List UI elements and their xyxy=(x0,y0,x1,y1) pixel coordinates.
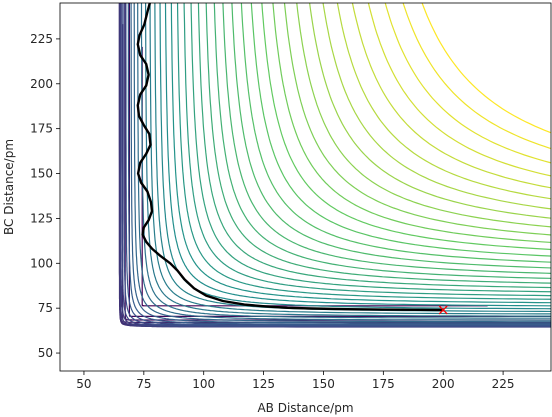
contour-line xyxy=(130,3,551,324)
contour-line xyxy=(159,3,551,310)
contour-line xyxy=(250,3,551,257)
contour-line xyxy=(164,3,551,307)
contour-line xyxy=(128,3,551,317)
contour-line xyxy=(283,3,551,236)
trajectory-line xyxy=(136,3,445,312)
y-tick-label: 200 xyxy=(30,77,53,91)
contour-line xyxy=(145,3,551,317)
plot-frame xyxy=(59,2,552,372)
contour-line xyxy=(351,3,551,189)
contour-line xyxy=(183,3,551,297)
contour-line xyxy=(240,3,551,263)
contour-line xyxy=(261,3,551,251)
x-tick-label: 200 xyxy=(432,377,455,391)
x-tick-label: 50 xyxy=(76,377,91,391)
contour-line xyxy=(176,3,551,300)
contour-lines xyxy=(118,3,551,328)
contour-line xyxy=(127,3,551,325)
x-axis-ticks: 50 75 100 125 150 175 200 225 xyxy=(76,371,515,391)
contour-line xyxy=(222,3,551,274)
contour-line xyxy=(125,3,551,326)
end-point-marker xyxy=(438,305,448,315)
contour-line xyxy=(141,46,488,307)
x-tick-label: 175 xyxy=(372,377,395,391)
contour-line xyxy=(309,3,551,219)
contour-line xyxy=(231,3,551,269)
contour-line xyxy=(190,3,551,293)
x-tick-label: 100 xyxy=(192,377,215,391)
contour-line xyxy=(120,3,551,325)
contour-line xyxy=(367,3,551,177)
y-tick-label: 150 xyxy=(30,167,53,181)
contour-line xyxy=(322,3,551,210)
contour-line xyxy=(213,3,551,279)
y-axis-ticks: 50 75 100 125 150 175 200 225 xyxy=(30,32,60,360)
x-tick-label: 75 xyxy=(136,377,151,391)
contour-line xyxy=(170,3,551,304)
y-tick-label: 75 xyxy=(38,301,53,315)
contour-line xyxy=(149,3,551,315)
contour-line xyxy=(421,3,551,134)
contour-line xyxy=(296,3,551,228)
contour-line xyxy=(272,3,551,244)
y-tick-label: 100 xyxy=(30,256,53,270)
x-axis-label: AB Distance/pm xyxy=(257,401,353,415)
y-tick-label: 50 xyxy=(38,346,53,360)
y-tick-label: 225 xyxy=(30,32,53,46)
x-tick-label: 225 xyxy=(492,377,515,391)
contour-line xyxy=(336,3,551,200)
contour-line xyxy=(384,3,551,164)
contour-line xyxy=(205,3,551,284)
y-tick-label: 175 xyxy=(30,122,53,136)
x-tick-label: 150 xyxy=(312,377,335,391)
contour-line xyxy=(123,3,551,327)
contour-line xyxy=(133,3,551,323)
contour-line xyxy=(121,3,551,328)
trajectory-layer xyxy=(136,3,448,315)
contour-line xyxy=(197,3,551,289)
x-tick-label: 125 xyxy=(252,377,275,391)
contour-line xyxy=(402,3,551,150)
y-axis-label: BC Distance/pm xyxy=(2,139,16,235)
contour-line xyxy=(137,3,551,321)
y-tick-label: 125 xyxy=(30,211,53,225)
